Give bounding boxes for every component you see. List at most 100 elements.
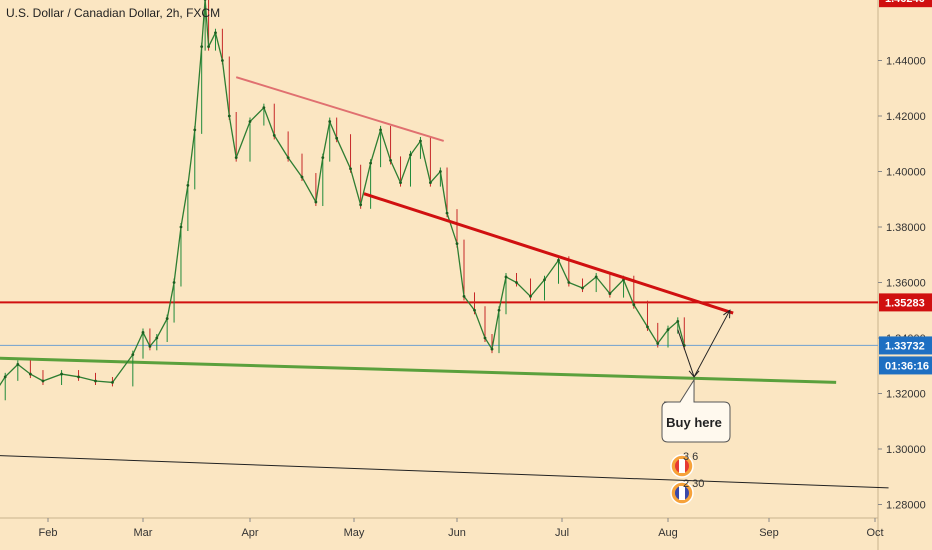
- price-point: [543, 278, 546, 282]
- price-point: [214, 31, 217, 35]
- price-point: [141, 331, 145, 334]
- price-point: [300, 175, 304, 179]
- resistance-price-badge: 1.35283: [879, 293, 932, 312]
- price-point: [314, 200, 318, 204]
- price-point: [581, 286, 584, 290]
- price-point: [60, 372, 63, 376]
- badge-text: 1.33732: [885, 340, 925, 352]
- badge-bg: [879, 356, 932, 375]
- y-tick-label: 1.30000: [886, 444, 926, 456]
- y-tick-label: 1.42000: [886, 111, 926, 123]
- badge-bg: [879, 336, 932, 355]
- price-point: [656, 342, 660, 345]
- price-point: [203, 0, 207, 1]
- price-point: [666, 328, 670, 332]
- upper-trendline: [235, 76, 445, 142]
- price-point: [359, 203, 363, 207]
- x-tick-label: Sep: [759, 527, 779, 539]
- symbol-title: U.S. Dollar / Canadian Dollar, 2h, FXCM: [6, 6, 221, 20]
- price-point: [676, 319, 680, 323]
- price-point: [207, 45, 210, 49]
- current-price-badge: 1.33732: [879, 336, 932, 355]
- event-label: 2 30: [683, 478, 704, 490]
- price-point: [419, 139, 422, 143]
- price-point: [262, 106, 266, 110]
- price-point: [349, 167, 352, 171]
- price-point: [445, 211, 449, 215]
- price-point: [148, 344, 152, 348]
- price-point: [529, 294, 532, 298]
- x-tick-label: Feb: [39, 527, 58, 539]
- x-tick-label: May: [344, 527, 365, 539]
- price-axis-panel: [878, 0, 932, 550]
- price-point: [632, 303, 636, 307]
- price-point: [172, 281, 176, 284]
- callout-text: Buy here: [666, 415, 722, 430]
- price-point: [41, 379, 45, 383]
- callout-bubble: [661, 378, 731, 443]
- projection-arrow: [677, 309, 731, 379]
- price-point: [16, 362, 20, 366]
- price-point: [515, 281, 518, 284]
- price-point: [379, 128, 382, 132]
- price-point: [594, 275, 598, 279]
- price-point: [131, 353, 135, 357]
- long-trendline: [0, 455, 889, 489]
- price-point: [155, 336, 159, 340]
- price-point: [455, 242, 459, 246]
- buy-here-callout: Buy here: [661, 378, 731, 443]
- flag-stripe: [679, 486, 685, 500]
- price-point: [321, 156, 325, 160]
- price-point: [234, 156, 238, 160]
- price-point: [227, 114, 231, 118]
- price-point: [286, 156, 290, 160]
- price-point: [462, 294, 466, 298]
- badge-text: 01:36:16: [885, 360, 929, 372]
- y-tick-label: 1.40000: [886, 167, 926, 179]
- price-point: [335, 136, 339, 140]
- price-point: [77, 375, 80, 379]
- event-label: 3 6: [683, 451, 698, 463]
- price-point: [557, 258, 560, 262]
- price-point: [193, 128, 197, 132]
- price-point: [186, 183, 190, 187]
- y-tick-label: 1.36000: [886, 278, 926, 290]
- price-point: [490, 347, 494, 351]
- price-point: [608, 292, 612, 295]
- x-tick-label: Jul: [555, 527, 569, 539]
- badge-text: 1.46246: [885, 0, 925, 5]
- arrowhead-icon: [723, 309, 731, 319]
- x-tick-label: Apr: [241, 527, 258, 539]
- price-point: [483, 336, 487, 340]
- price-point: [200, 45, 204, 49]
- price-point: [28, 372, 32, 376]
- x-tick-label: Jun: [448, 527, 466, 539]
- price-point: [272, 134, 276, 137]
- price-point: [389, 159, 392, 162]
- y-tick-label: 1.32000: [886, 389, 926, 401]
- price-point: [328, 120, 332, 123]
- price-point: [646, 325, 649, 329]
- arrowhead-icon: [688, 370, 700, 378]
- price-point: [399, 181, 402, 185]
- price-point: [220, 59, 224, 62]
- price-point: [179, 225, 183, 229]
- top-price-badge: 1.46246: [879, 0, 932, 8]
- x-tick-label: Mar: [134, 527, 153, 539]
- y-tick-label: 1.28000: [886, 500, 926, 512]
- y-tick-label: 1.44000: [886, 56, 926, 68]
- support-trendline: [0, 356, 837, 384]
- x-tick-label: Oct: [866, 527, 883, 539]
- price-point: [369, 161, 373, 165]
- flag-stripe: [679, 459, 685, 473]
- price-point: [567, 281, 571, 284]
- badge-bg: [879, 293, 932, 312]
- countdown-badge: 01:36:16: [879, 356, 932, 375]
- price-point: [497, 308, 501, 312]
- lower-trendline: [363, 192, 734, 315]
- ca-flag-icon: 3 6: [670, 451, 698, 478]
- price-point: [429, 181, 432, 185]
- us-flag-icon: 2 30: [670, 478, 704, 505]
